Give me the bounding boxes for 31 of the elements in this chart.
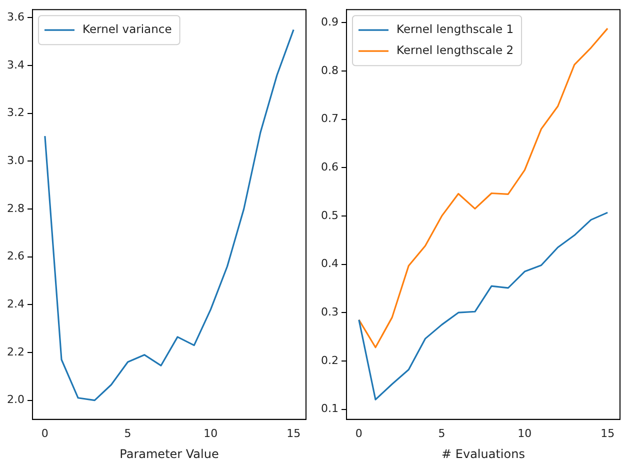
x-tick-label: 10 bbox=[204, 426, 218, 440]
y-tick-label: 3.2 bbox=[6, 106, 24, 120]
x-tick-label: 5 bbox=[438, 426, 446, 440]
y-tick-label: 0.6 bbox=[320, 160, 338, 174]
y-tick-label: 0.4 bbox=[320, 257, 338, 270]
x-tick-label: 0 bbox=[355, 426, 362, 440]
y-tick-label: 0.8 bbox=[320, 64, 338, 77]
x-axis-title: Parameter Value bbox=[120, 446, 219, 461]
y-tick-label: 3.4 bbox=[6, 58, 24, 72]
x-tick-label: 0 bbox=[41, 426, 48, 440]
legend-label: Kernel lengthscale 2 bbox=[396, 43, 514, 58]
legend-label: Kernel variance bbox=[82, 22, 172, 36]
y-tick-label: 2.4 bbox=[6, 297, 24, 310]
x-axis-title: # Evaluations bbox=[442, 446, 525, 461]
y-tick-label: 0.9 bbox=[320, 16, 338, 29]
x-tick-label: 15 bbox=[286, 426, 301, 440]
x-tick-label: 5 bbox=[124, 426, 132, 440]
y-tick-label: 3.6 bbox=[6, 10, 24, 24]
y-tick-label: 2.0 bbox=[6, 393, 24, 406]
y-tick-label: 3.0 bbox=[6, 154, 24, 168]
y-tick-label: 0.5 bbox=[320, 208, 338, 222]
y-tick-label: 2.6 bbox=[6, 250, 24, 263]
x-tick-label: 10 bbox=[518, 426, 532, 440]
y-tick-label: 0.2 bbox=[320, 354, 338, 367]
y-tick-label: 0.1 bbox=[320, 402, 338, 416]
y-tick-label: 2.2 bbox=[6, 345, 24, 358]
y-tick-label: 0.7 bbox=[320, 112, 338, 126]
x-tick-label: 15 bbox=[600, 426, 615, 440]
y-tick-label: 0.3 bbox=[320, 305, 338, 318]
y-tick-label: 2.8 bbox=[6, 202, 24, 215]
legend-label: Kernel lengthscale 1 bbox=[396, 22, 514, 36]
